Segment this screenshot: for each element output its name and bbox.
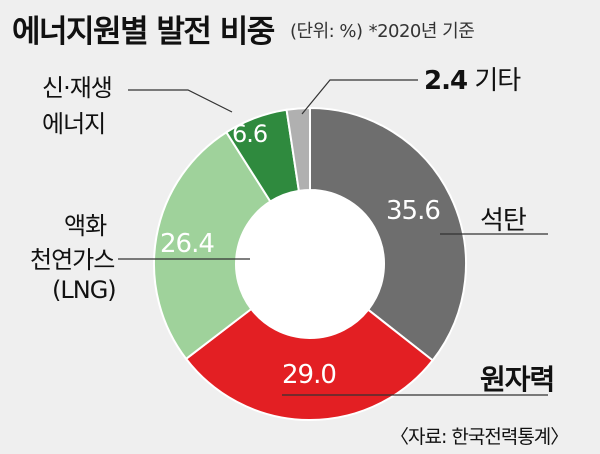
category-label-coal: 석탄 [480, 206, 527, 236]
source-note: 〈자료: 한국전력통계〉 [390, 426, 569, 448]
year-note: *2020년 기준 [368, 21, 475, 42]
category-label-other: 2.4 기타 [424, 60, 521, 97]
leader-other [301, 79, 418, 115]
category-label-nuclear: 원자력 [480, 363, 555, 396]
value-label-renewable: 6.6 [232, 120, 268, 148]
chart-note: (단위: %) *2020년 기준 [290, 17, 475, 43]
donut-hole [236, 190, 384, 338]
category-label-lng-3: (LNG) [52, 276, 117, 304]
category-label-lng-2: 천연가스 [30, 246, 115, 274]
chart-title: 에너지원별 발전 비중 [12, 14, 275, 50]
unit-note: (단위: %) [290, 21, 363, 42]
value-label-lng: 26.4 [160, 229, 215, 259]
leader-renewable [128, 89, 233, 113]
value-label-coal: 35.6 [386, 196, 441, 226]
other-name: 기타 [474, 66, 521, 96]
category-label-renewable-1: 신·재생 [42, 74, 113, 102]
category-label-renewable-2: 에너지 [42, 110, 106, 138]
donut-slices [153, 106, 467, 421]
category-label-lng-1: 액화 [64, 212, 107, 240]
value-label-nuclear: 29.0 [282, 360, 337, 390]
other-value: 2.4 [424, 66, 468, 96]
leader-lines [118, 79, 548, 396]
